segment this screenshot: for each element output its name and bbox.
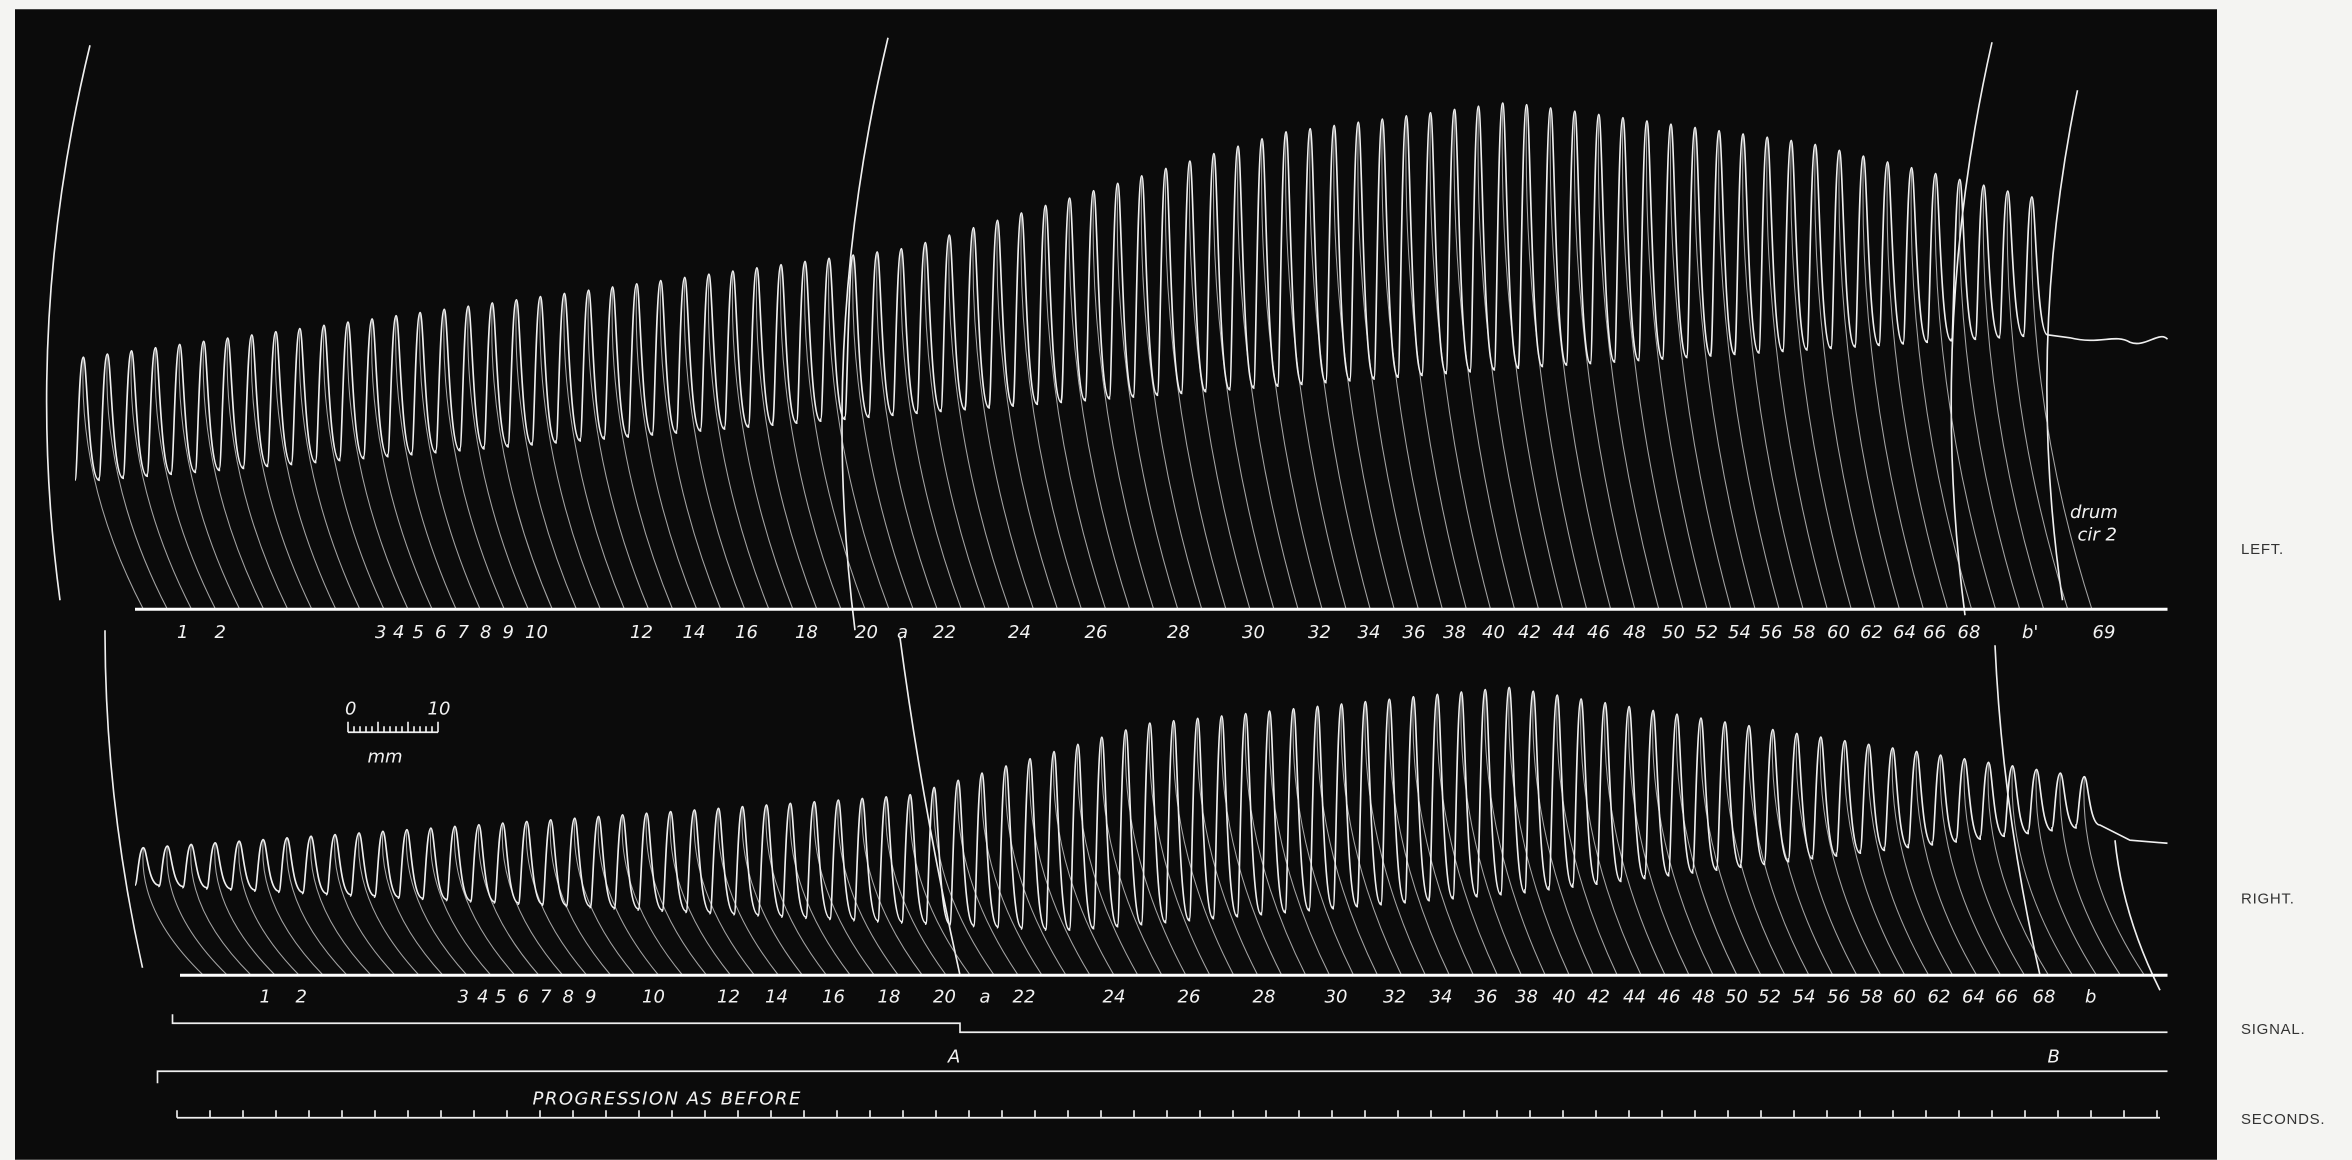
trace-number: 52	[1758, 986, 1781, 1007]
scale-min: 0	[345, 698, 356, 719]
trace-number: 62	[1928, 986, 1951, 1007]
trace-number: a	[897, 622, 908, 643]
trace-number: 60	[1827, 622, 1850, 643]
trace-number: 26	[1178, 986, 1201, 1007]
trace-number: 28	[1167, 622, 1190, 643]
trace-number: 50	[1725, 986, 1748, 1007]
trace-number: b	[2085, 986, 2096, 1007]
trace-number: 68	[2033, 986, 2056, 1007]
drum-note: cir 2	[2078, 524, 2117, 545]
drum-note: drum	[2070, 502, 2118, 523]
trace-number: 66	[1923, 622, 1946, 643]
trace-number: 48	[1623, 622, 1646, 643]
trace-number: 12	[630, 622, 653, 643]
trace-number: 46	[1658, 986, 1681, 1007]
trace-number: 34	[1358, 622, 1381, 643]
trace-number: 2	[215, 622, 226, 643]
kymograph-figure: drum cir 2 0 10 mm A B PROGRESSION AS BE…	[0, 0, 2352, 1160]
trace-number: 26	[1085, 622, 1108, 643]
trace-number: 30	[1242, 622, 1265, 643]
trace-number: 20	[855, 622, 878, 643]
trace-number: 3	[375, 622, 386, 643]
trace-number: 7	[458, 622, 470, 643]
trace-number: 14	[683, 622, 706, 643]
progression-note: PROGRESSION AS BEFORE	[533, 1088, 802, 1109]
trace-number: 54	[1793, 986, 1816, 1007]
trace-number: 42	[1518, 622, 1541, 643]
scale-unit: mm	[368, 746, 403, 767]
trace-number: 50	[1662, 622, 1685, 643]
trace-number: a	[980, 986, 991, 1007]
trace-number: 60	[1893, 986, 1916, 1007]
trace-number: 8	[480, 622, 491, 643]
trace-number: 42	[1587, 986, 1610, 1007]
trace-number: 46	[1587, 622, 1610, 643]
trace-number: 38	[1443, 622, 1466, 643]
trace-number: 48	[1692, 986, 1715, 1007]
trace-number: 64	[1893, 622, 1916, 643]
marker-a: A	[947, 1046, 960, 1067]
trace-number: 44	[1553, 622, 1576, 643]
trace-number: 22	[1013, 986, 1036, 1007]
trace-number: 9	[585, 986, 596, 1007]
trace-number: 12	[717, 986, 740, 1007]
trace-number: 24	[1103, 986, 1126, 1007]
row-label: SIGNAL.	[2241, 1021, 2305, 1038]
trace-number: 58	[1793, 622, 1816, 643]
trace-number: 18	[795, 622, 818, 643]
trace-number: 28	[1253, 986, 1276, 1007]
trace-number: 34	[1430, 986, 1453, 1007]
row-label: LEFT.	[2241, 541, 2284, 558]
trace-number: 56	[1827, 986, 1850, 1007]
page: { "top_labels": ["1","2","3","4","5","6"…	[0, 0, 2352, 1160]
trace-number: 6	[435, 622, 446, 643]
trace-number: 38	[1515, 986, 1538, 1007]
trace-number: 24	[1008, 622, 1031, 643]
trace-number: 4	[477, 986, 488, 1007]
trace-number: 7	[540, 986, 552, 1007]
trace-number: 22	[933, 622, 956, 643]
trace-number: 2	[296, 986, 307, 1007]
row-label: RIGHT.	[2241, 890, 2295, 907]
scale-max: 10	[428, 698, 451, 719]
trace-number: 32	[1308, 622, 1331, 643]
trace-number: 56	[1760, 622, 1783, 643]
trace-number: 64	[1962, 986, 1985, 1007]
trace-number: 20	[933, 986, 956, 1007]
trace-number: 3	[458, 986, 469, 1007]
row-label: SECONDS.	[2241, 1111, 2325, 1128]
trace-number: 58	[1860, 986, 1883, 1007]
trace-number: 36	[1403, 622, 1426, 643]
trace-number: 40	[1482, 622, 1505, 643]
trace-number: 69	[2093, 622, 2116, 643]
trace-number: 54	[1728, 622, 1751, 643]
trace-number: 9	[503, 622, 514, 643]
trace-number: 1	[177, 622, 188, 643]
trace-number: 10	[525, 622, 548, 643]
trace-number: 30	[1325, 986, 1348, 1007]
marker-b: B	[2048, 1046, 2060, 1067]
trace-number: 52	[1695, 622, 1718, 643]
trace-number: 6	[518, 986, 529, 1007]
trace-number: 62	[1860, 622, 1883, 643]
trace-number: 32	[1383, 986, 1406, 1007]
trace-number: 40	[1553, 986, 1576, 1007]
trace-number: 44	[1623, 986, 1646, 1007]
trace-number: 16	[822, 986, 845, 1007]
trace-number: 4	[393, 622, 404, 643]
trace-number: 1	[260, 986, 271, 1007]
trace-number: 36	[1475, 986, 1498, 1007]
trace-number: 66	[1995, 986, 2018, 1007]
trace-number: 10	[642, 986, 665, 1007]
trace-number: 8	[563, 986, 574, 1007]
trace-number: 5	[495, 986, 506, 1007]
trace-number: 5	[413, 622, 424, 643]
trace-number: 14	[765, 986, 788, 1007]
trace-number: 18	[878, 986, 901, 1007]
trace-number: b'	[2022, 622, 2038, 643]
trace-number: 16	[735, 622, 758, 643]
trace-number: 68	[1958, 622, 1981, 643]
